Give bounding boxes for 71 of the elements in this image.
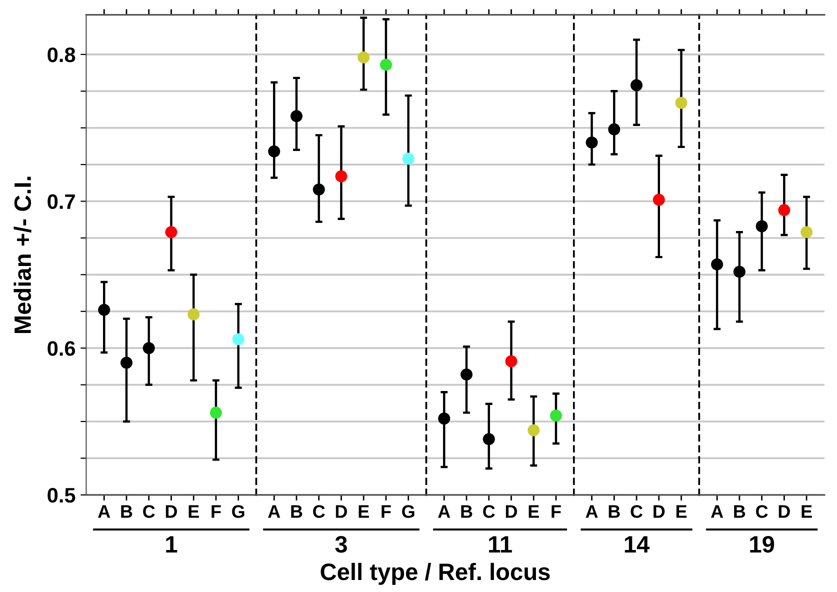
- point: [675, 96, 688, 109]
- x-tick-label: D: [778, 505, 790, 518]
- x-tick-label: C: [143, 505, 155, 518]
- x-tick-label: E: [528, 505, 539, 518]
- x-tick-label: E: [358, 505, 369, 518]
- point: [505, 355, 518, 368]
- point: [312, 184, 325, 196]
- x-tick-label: E: [188, 505, 199, 518]
- x-tick-label: F: [382, 505, 391, 518]
- x-tick-label: G: [232, 505, 244, 518]
- x-tick-label: D: [654, 505, 665, 518]
- point: [586, 136, 598, 149]
- x-axis-title: 1: [166, 536, 178, 552]
- point: [98, 304, 110, 316]
- point: [608, 123, 620, 136]
- point: [711, 258, 724, 270]
- point: [402, 152, 414, 165]
- point: [482, 433, 495, 446]
- x-tick-label: B: [461, 505, 472, 518]
- x-tick-label: C: [630, 505, 643, 518]
- point: [142, 342, 155, 354]
- x-axis-title: 11: [489, 536, 512, 552]
- x-tick-label: A: [586, 505, 598, 518]
- point: [438, 412, 450, 425]
- point: [120, 356, 132, 369]
- point: [630, 79, 643, 92]
- x-axis-title: 3: [335, 536, 347, 553]
- y-tick-label: 0.6: [48, 341, 76, 356]
- x-tick-label: D: [336, 505, 347, 518]
- x-tick-label: B: [121, 505, 132, 518]
- x-tick-label: F: [212, 505, 221, 518]
- text: Cell type / Ref. locus: [320, 562, 550, 585]
- x-tick-label: B: [291, 505, 302, 518]
- x-tick-label: B: [608, 505, 620, 518]
- x-tick-label: A: [268, 505, 280, 518]
- x-tick-label: G: [402, 505, 414, 518]
- y-tick-label: 0.5: [48, 488, 76, 503]
- y-tick-label: 0.8: [48, 47, 76, 62]
- point: [460, 368, 473, 381]
- point: [165, 226, 178, 238]
- x-tick-label: C: [313, 505, 325, 518]
- y-axis-title: Median +/- C.I.: [14, 176, 32, 333]
- x-tick-label: F: [552, 505, 561, 518]
- point: [550, 410, 562, 422]
- x-tick-label: A: [98, 505, 110, 518]
- point: [733, 266, 746, 278]
- x-tick-label: E: [676, 505, 687, 518]
- point: [210, 406, 222, 419]
- point: [358, 51, 370, 64]
- point: [232, 333, 244, 346]
- y-tick-label: 0.7: [48, 194, 75, 210]
- point: [528, 424, 540, 436]
- x-tick-label: E: [802, 505, 812, 518]
- point: [756, 220, 768, 232]
- point: [335, 170, 348, 182]
- x-tick-label: A: [438, 505, 450, 518]
- point: [268, 145, 280, 158]
- x-tick-label: A: [710, 505, 724, 518]
- x-tick-label: C: [483, 505, 495, 518]
- x-tick-label: D: [166, 505, 177, 518]
- x-tick-label: B: [734, 505, 746, 518]
- x-tick-label: D: [506, 505, 518, 518]
- x-axis-title: 19: [750, 536, 774, 553]
- point: [290, 110, 303, 122]
- point: [800, 226, 813, 238]
- point: [652, 194, 665, 206]
- point: [380, 58, 392, 71]
- x-tick-label: C: [756, 505, 768, 518]
- x-axis-title: 14: [624, 536, 650, 552]
- point: [188, 308, 200, 320]
- point: [778, 204, 790, 216]
